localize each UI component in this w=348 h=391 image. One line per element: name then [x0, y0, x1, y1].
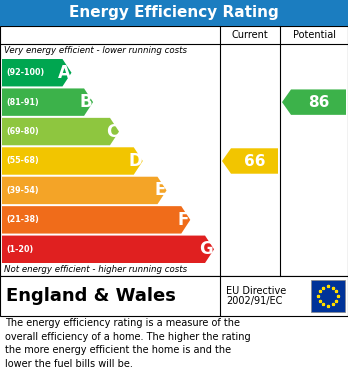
Bar — [0, 0, 348, 26]
Text: (81-91): (81-91) — [6, 98, 39, 107]
Text: (21-38): (21-38) — [6, 215, 39, 224]
Text: F: F — [178, 211, 189, 229]
Polygon shape — [2, 235, 214, 263]
Text: (39-54): (39-54) — [6, 186, 39, 195]
Text: (55-68): (55-68) — [6, 156, 39, 165]
Text: D: D — [128, 152, 142, 170]
Text: Not energy efficient - higher running costs: Not energy efficient - higher running co… — [4, 265, 187, 274]
Polygon shape — [2, 59, 71, 86]
Text: G: G — [199, 240, 213, 258]
Polygon shape — [2, 177, 167, 204]
Text: E: E — [154, 181, 166, 199]
Text: (1-20): (1-20) — [6, 245, 33, 254]
Polygon shape — [2, 88, 93, 116]
Text: Current: Current — [232, 30, 268, 40]
Text: Potential: Potential — [293, 30, 335, 40]
Text: Energy Efficiency Rating: Energy Efficiency Rating — [69, 5, 279, 20]
Polygon shape — [2, 206, 190, 233]
Text: EU Directive: EU Directive — [226, 286, 286, 296]
Text: Very energy efficient - lower running costs: Very energy efficient - lower running co… — [4, 46, 187, 55]
Text: (92-100): (92-100) — [6, 68, 44, 77]
Text: A: A — [58, 64, 71, 82]
Text: 86: 86 — [308, 95, 329, 109]
Text: The energy efficiency rating is a measure of the
overall efficiency of a home. T: The energy efficiency rating is a measur… — [5, 318, 251, 369]
Bar — [311, 280, 345, 312]
Text: 66: 66 — [244, 154, 265, 169]
Polygon shape — [2, 147, 143, 175]
Text: C: C — [106, 122, 118, 141]
Bar — [0, 276, 348, 316]
Polygon shape — [282, 90, 346, 115]
Text: 2002/91/EC: 2002/91/EC — [226, 296, 282, 306]
Text: B: B — [79, 93, 92, 111]
Bar — [0, 26, 348, 276]
Polygon shape — [222, 148, 278, 174]
Text: England & Wales: England & Wales — [6, 287, 176, 305]
Polygon shape — [2, 118, 119, 145]
Text: (69-80): (69-80) — [6, 127, 39, 136]
